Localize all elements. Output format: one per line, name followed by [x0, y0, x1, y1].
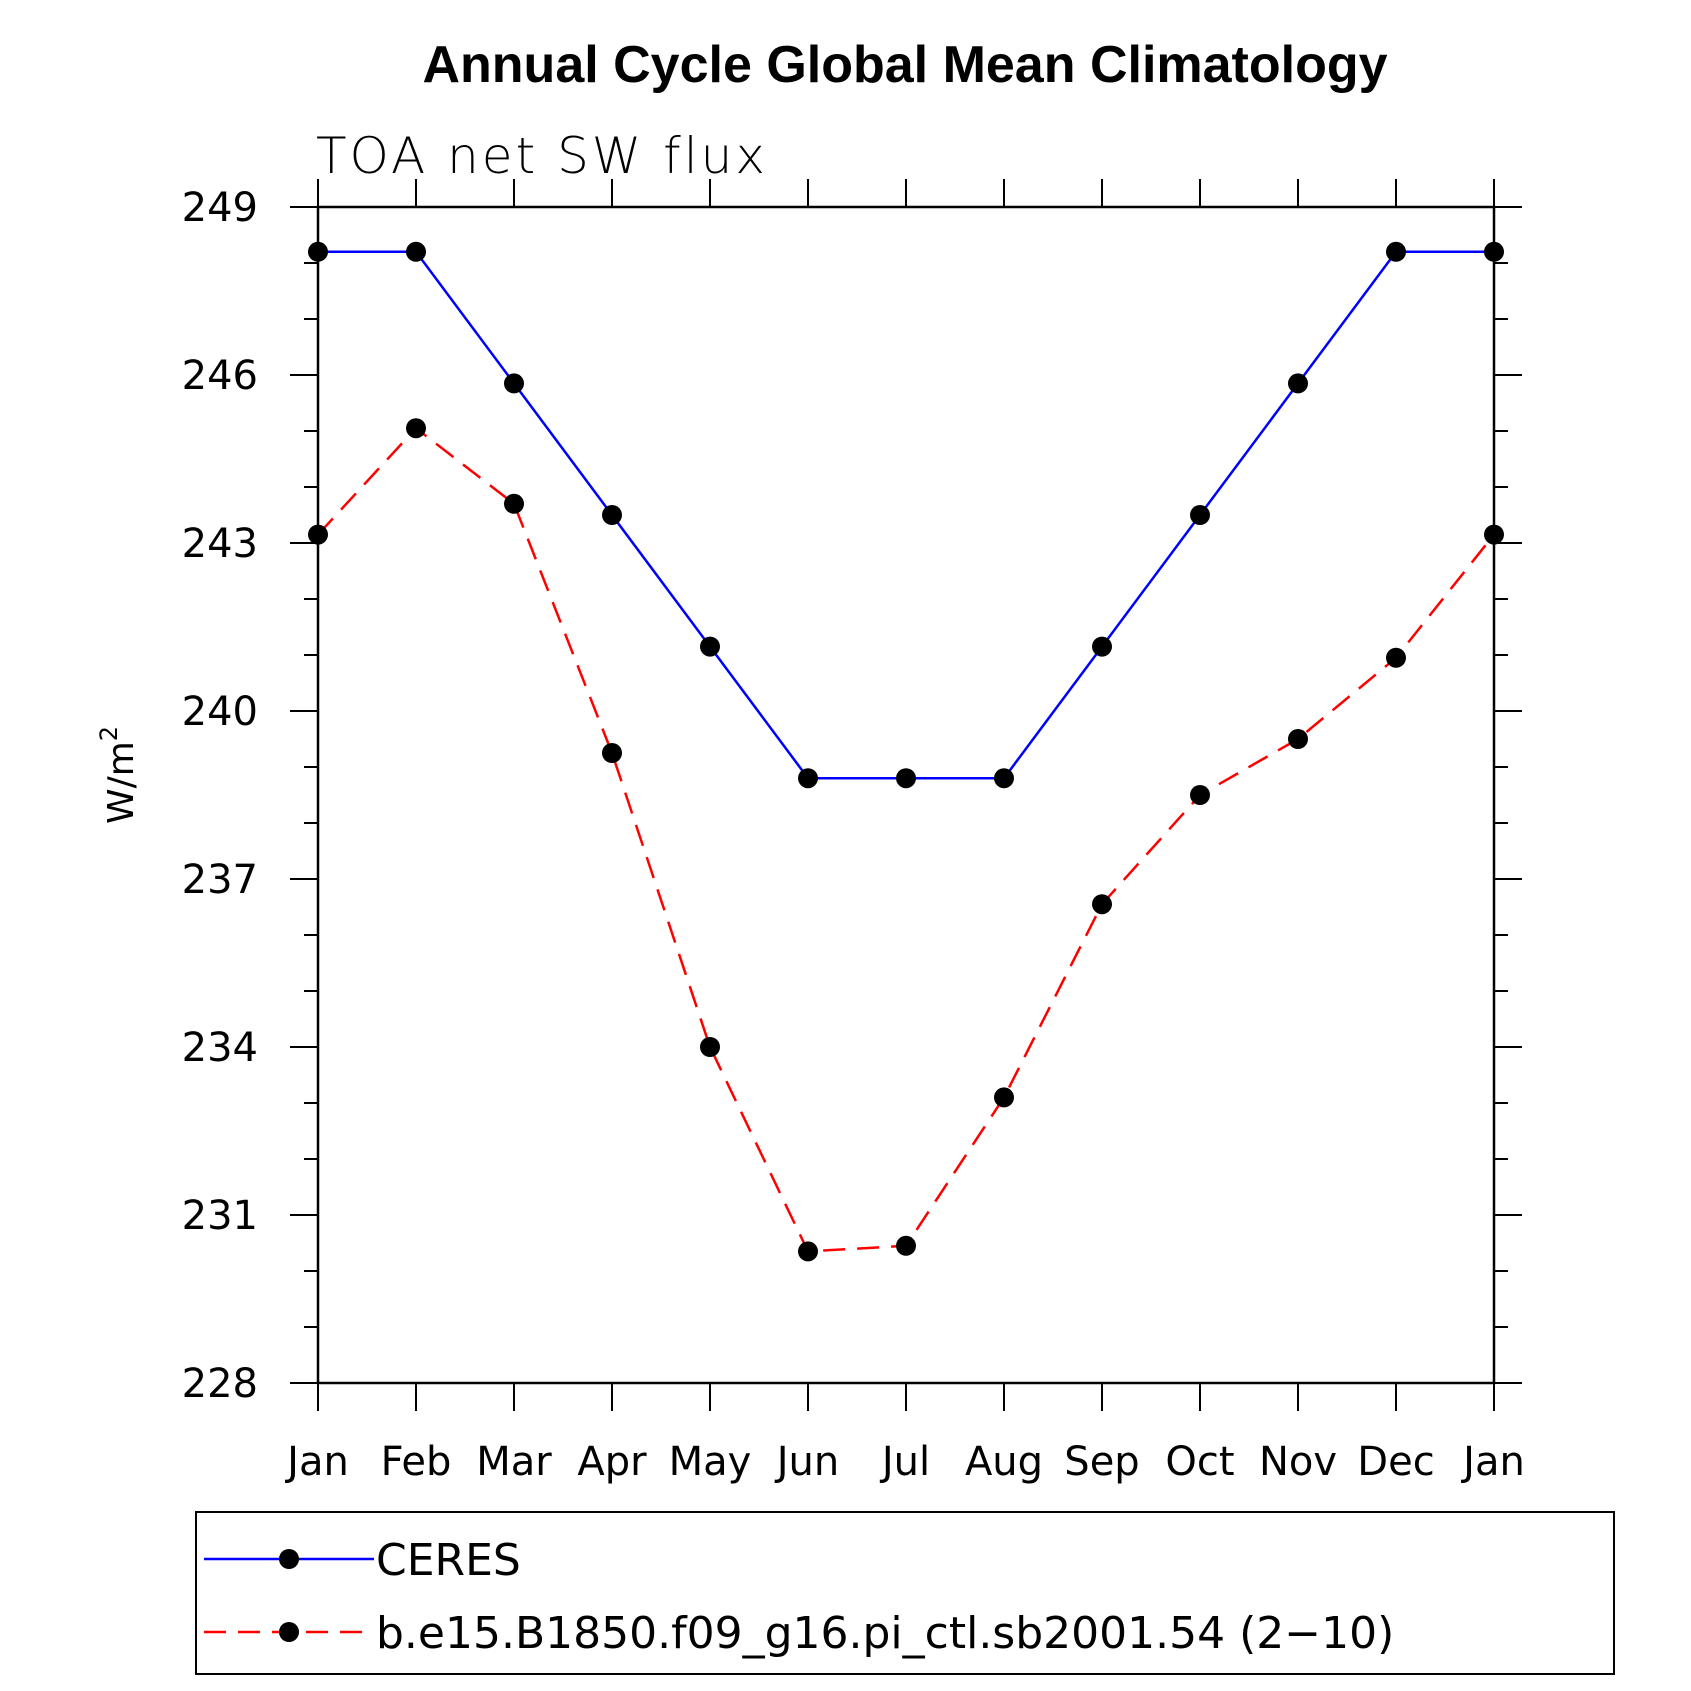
- data-point: [406, 418, 426, 439]
- x-tick-label: Jan: [284, 1439, 349, 1485]
- series-line: [317, 426, 1495, 1253]
- y-tick-label: 249: [182, 185, 258, 231]
- plot-axes: [316, 205, 1496, 1385]
- data-point: [994, 1087, 1014, 1108]
- data-point: [1484, 241, 1504, 262]
- x-tick-label: Oct: [1165, 1439, 1234, 1485]
- data-point: [798, 1241, 818, 1262]
- x-axis-ticks: Jan Feb Mar Apr May Jun Jul Aug Sep Oct Nov Dec Jan: [284, 179, 1525, 1485]
- legend-marker-2: [279, 1622, 299, 1642]
- legend-label-2: b.e15.B1850.f09_g16.pi_ctl.sb2001.54 (2−…: [376, 1608, 1394, 1659]
- x-tick-label: Dec: [1357, 1439, 1434, 1485]
- y-tick-label: 228: [182, 1361, 258, 1407]
- y-axis-label-superscript: 2: [95, 726, 123, 741]
- x-tick-label: Jan: [1460, 1439, 1525, 1485]
- y-axis-ticks: 228 231 234 237 240 243 246 249: [182, 185, 1522, 1407]
- series-2: [308, 418, 1504, 1262]
- data-point: [406, 241, 426, 262]
- y-tick-label: 246: [182, 353, 258, 399]
- x-tick-label: Nov: [1259, 1439, 1337, 1485]
- data-point: [1092, 636, 1112, 657]
- data-point: [700, 636, 720, 657]
- x-tick-label: Sep: [1064, 1439, 1139, 1485]
- series-1: [308, 241, 1504, 789]
- legend-marker-1: [279, 1549, 299, 1569]
- legend-label-1: CERES: [376, 1535, 521, 1586]
- y-tick-label: 231: [182, 1193, 258, 1239]
- x-tick-label: Jul: [879, 1439, 930, 1485]
- legend-box: [195, 1511, 1615, 1675]
- x-tick-label: May: [669, 1439, 752, 1485]
- y-tick-label: 237: [182, 857, 258, 903]
- y-tick-label: 243: [182, 521, 258, 567]
- series-layer: [308, 241, 1504, 1262]
- data-point: [896, 1235, 916, 1256]
- plot-frame: [316, 205, 1496, 1385]
- data-point: [504, 373, 524, 394]
- chart-title: Annual Cycle Global Mean Climatology: [422, 36, 1387, 94]
- series-line: [318, 250, 1494, 780]
- data-point: [1092, 894, 1112, 915]
- data-point: [1386, 241, 1406, 262]
- x-tick-label: Apr: [577, 1439, 647, 1485]
- y-tick-label: 234: [182, 1025, 258, 1071]
- data-point: [700, 1037, 720, 1057]
- data-point: [308, 241, 328, 262]
- data-point: [1288, 373, 1308, 394]
- data-point: [896, 768, 916, 789]
- data-point: [1190, 785, 1210, 805]
- legend-entries: CERES b.e15.B1850.f09_g16.pi_ctl.sb2001.5…: [204, 1535, 1394, 1659]
- data-point: [1288, 729, 1308, 749]
- data-point: [602, 743, 622, 763]
- data-point: [1386, 647, 1406, 668]
- data-point: [798, 768, 818, 789]
- x-tick-label: Aug: [965, 1439, 1043, 1485]
- x-tick-label: Mar: [476, 1439, 552, 1485]
- x-tick-label: Feb: [381, 1439, 452, 1485]
- chart-subtitle: TOA net SW flux: [316, 127, 768, 185]
- x-tick-label: Jun: [774, 1439, 840, 1485]
- y-axis-label: W/m2: [95, 726, 142, 824]
- data-point: [1484, 524, 1504, 545]
- data-point: [504, 493, 524, 514]
- y-tick-label: 240: [182, 689, 258, 735]
- data-point: [994, 768, 1014, 789]
- data-point: [308, 524, 328, 545]
- data-point: [1190, 505, 1210, 525]
- data-point: [602, 505, 622, 525]
- legend: CERES b.e15.B1850.f09_g16.pi_ctl.sb2001.5…: [195, 1511, 1615, 1675]
